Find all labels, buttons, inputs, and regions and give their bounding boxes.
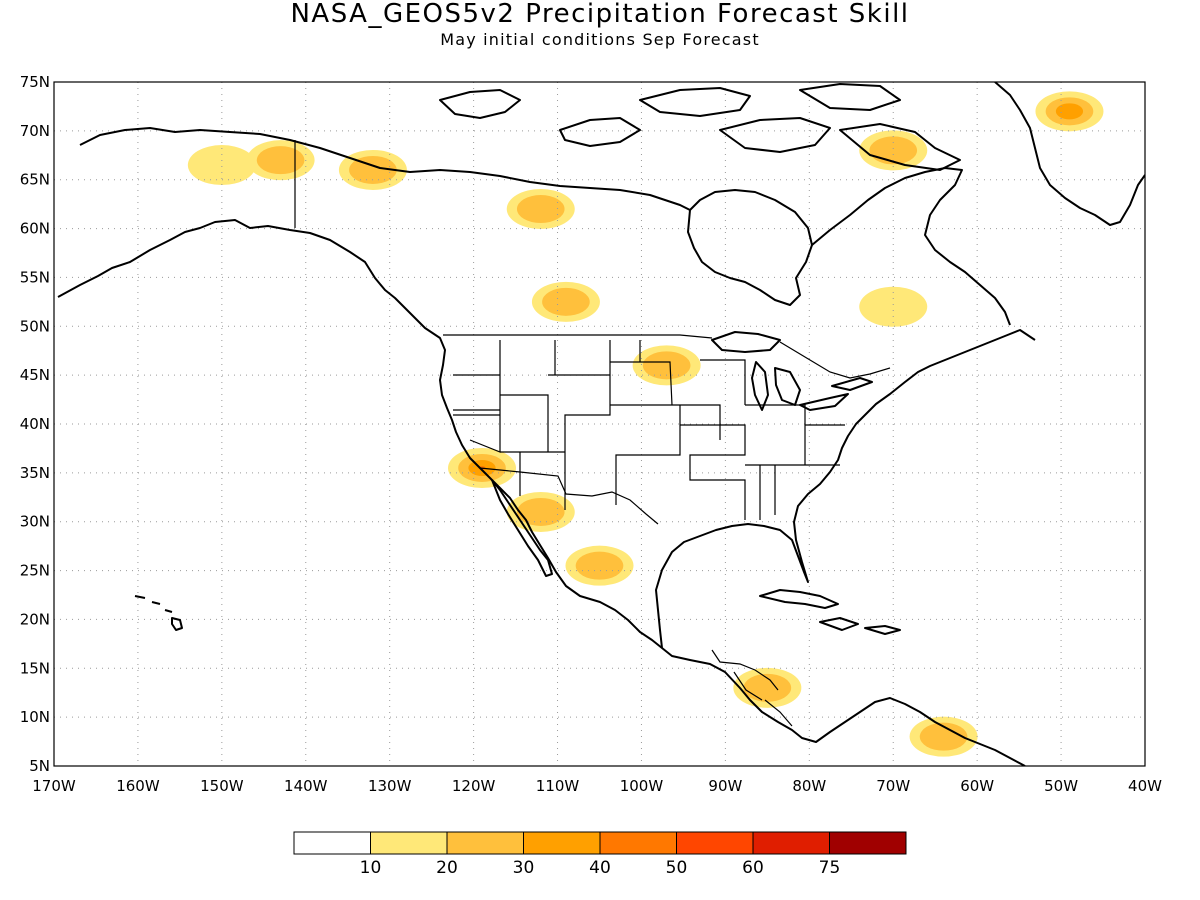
colorbar-swatch bbox=[752, 831, 830, 855]
coastline-hudson-bay bbox=[687, 189, 813, 306]
latitude-tick-label: 45N bbox=[20, 366, 50, 384]
longitude-tick-label: 140W bbox=[284, 777, 328, 795]
skill-contour bbox=[859, 286, 928, 327]
colorbar-tick-label: 50 bbox=[666, 858, 688, 878]
colorbar-tick-label: 75 bbox=[819, 858, 841, 878]
latitude-tick-label: 25N bbox=[20, 562, 50, 580]
skill-contour bbox=[542, 287, 590, 316]
colorbar-swatch bbox=[599, 831, 677, 855]
colorbar-tick-label: 60 bbox=[742, 858, 764, 878]
latitude-tick-label: 5N bbox=[29, 757, 50, 775]
latitude-tick-label: 30N bbox=[20, 513, 50, 531]
longitude-tick-label: 170W bbox=[32, 777, 76, 795]
coastline-baja bbox=[491, 479, 553, 577]
longitude-tick-label: 120W bbox=[452, 777, 496, 795]
coastline-labrador bbox=[811, 167, 1011, 326]
coastline-arctic-islands bbox=[439, 83, 961, 171]
skill-contour bbox=[516, 195, 565, 224]
skill-contour bbox=[919, 722, 968, 751]
latitude-tick-label: 20N bbox=[20, 610, 50, 628]
political-borders bbox=[294, 140, 891, 727]
latitude-tick-label: 35N bbox=[20, 464, 50, 482]
longitude-tick-label: 70W bbox=[876, 777, 910, 795]
skill-contour bbox=[1055, 103, 1084, 120]
latitude-tick-label: 55N bbox=[20, 268, 50, 286]
longitude-tick-label: 110W bbox=[536, 777, 580, 795]
colorbar-tick-label: 20 bbox=[436, 858, 458, 878]
border-us-mexico bbox=[479, 467, 659, 525]
skill-contour bbox=[743, 673, 792, 702]
colorbar-swatch bbox=[370, 831, 448, 855]
skill-shading-layer bbox=[187, 91, 1104, 757]
skill-contour bbox=[349, 155, 397, 184]
coastline-gulf-east bbox=[655, 329, 1036, 649]
skill-contour bbox=[256, 146, 305, 175]
chart-subtitle: May initial conditions Sep Forecast bbox=[440, 30, 760, 49]
latitude-tick-label: 75N bbox=[20, 73, 50, 91]
colorbar-swatch bbox=[829, 831, 907, 855]
coastline-north-america-west bbox=[57, 219, 1026, 766]
latitude-tick-label: 10N bbox=[20, 708, 50, 726]
longitude-tick-labels: 170W 160W 150W 140W 130W 120W 110W 100W 90W 80W 70… bbox=[32, 777, 1162, 795]
latitude-tick-labels: 5N 10N 15N 20N 25N 30N 35N 40N 45N 50N 55N 60N 65N 70… bbox=[20, 73, 50, 775]
colorbar-swatch bbox=[446, 831, 524, 855]
graticule bbox=[54, 82, 1145, 766]
skill-contour bbox=[642, 351, 691, 380]
latitude-tick-label: 70N bbox=[20, 122, 50, 140]
border-us-canada bbox=[443, 334, 891, 379]
map-background bbox=[54, 82, 1145, 766]
coastline-arctic bbox=[79, 127, 691, 211]
longitude-tick-label: 150W bbox=[200, 777, 244, 795]
map-frame bbox=[53, 81, 1146, 767]
longitude-tick-label: 50W bbox=[1044, 777, 1078, 795]
longitude-tick-label: 100W bbox=[620, 777, 664, 795]
border-central-america bbox=[711, 649, 793, 727]
longitude-tick-label: 40W bbox=[1128, 777, 1162, 795]
latitude-tick-label: 40N bbox=[20, 415, 50, 433]
longitude-tick-label: 80W bbox=[792, 777, 826, 795]
latitude-tick-label: 60N bbox=[20, 220, 50, 238]
longitude-tick-label: 90W bbox=[708, 777, 742, 795]
longitude-tick-label: 160W bbox=[116, 777, 160, 795]
skill-contour bbox=[187, 145, 256, 186]
coastline-greenland bbox=[994, 82, 1145, 226]
colorbar-swatch bbox=[676, 831, 754, 855]
longitude-tick-label: 130W bbox=[368, 777, 412, 795]
latitude-tick-label: 65N bbox=[20, 171, 50, 189]
colorbar-swatch bbox=[523, 831, 601, 855]
border-us-states bbox=[453, 340, 845, 520]
chart-title: NASA_GEOS5v2 Precipitation Forecast Skil… bbox=[290, 0, 909, 29]
coastline-caribbean bbox=[759, 589, 901, 635]
colorbar-swatch bbox=[293, 831, 371, 855]
coastline-hawaii bbox=[134, 595, 183, 631]
colorbar-tick-label: 40 bbox=[589, 858, 611, 878]
skill-contour bbox=[575, 551, 624, 580]
skill-contour bbox=[516, 497, 565, 526]
colorbar-tick-label: 30 bbox=[513, 858, 535, 878]
colorbar-tick-label: 10 bbox=[360, 858, 382, 878]
coastlines bbox=[57, 82, 1145, 766]
colorbar: 10 20 30 40 50 60 75 bbox=[293, 831, 907, 878]
latitude-tick-label: 15N bbox=[20, 659, 50, 677]
longitude-tick-label: 60W bbox=[960, 777, 994, 795]
latitude-tick-label: 50N bbox=[20, 317, 50, 335]
